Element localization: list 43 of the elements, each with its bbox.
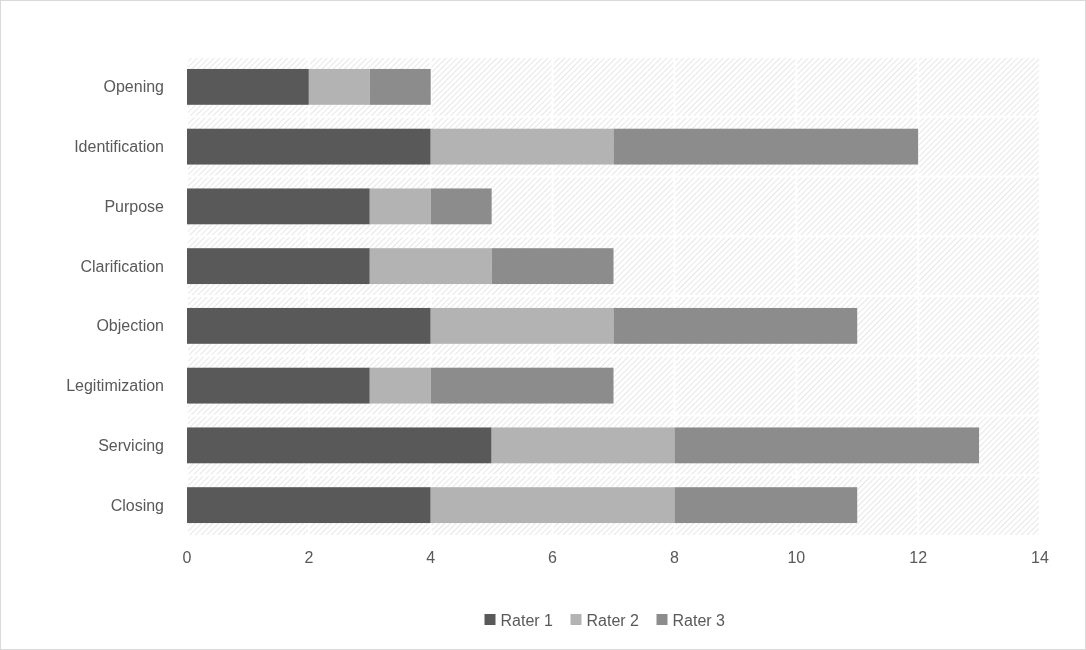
bar — [430, 128, 614, 165]
x-tick-label: 4 — [426, 549, 436, 566]
bar — [369, 188, 431, 225]
y-tick-label: Closing — [110, 496, 164, 514]
y-tick-label: Servicing — [98, 436, 164, 454]
bar — [613, 307, 858, 344]
bar — [430, 307, 614, 344]
bar — [430, 487, 675, 524]
x-tick-label: 14 — [1031, 549, 1049, 566]
bar — [187, 487, 431, 524]
y-tick-label: Legitimization — [66, 377, 164, 395]
y-tick-label: Clarification — [80, 257, 164, 275]
y-tick-label: Objection — [96, 317, 164, 335]
y-tick-label: Opening — [103, 78, 164, 96]
bar — [674, 427, 980, 464]
bar — [369, 367, 431, 404]
bar — [491, 248, 614, 285]
x-tick-label: 8 — [669, 549, 679, 566]
x-tick-label: 2 — [304, 549, 314, 566]
x-tick-label: 12 — [909, 549, 928, 566]
bar — [187, 128, 431, 165]
x-tick-label: 0 — [182, 549, 192, 566]
bar — [308, 68, 370, 105]
bar — [430, 188, 492, 225]
legend-label: Rater 2 — [586, 611, 640, 629]
bar — [369, 68, 431, 105]
bar — [187, 367, 370, 404]
bar — [491, 427, 675, 464]
x-tick-label: 6 — [548, 549, 558, 566]
bar — [187, 188, 370, 225]
bar — [187, 307, 431, 344]
x-tick-label: 10 — [787, 549, 806, 566]
bar — [613, 128, 919, 165]
bar — [674, 487, 858, 524]
y-tick-label: Purpose — [104, 197, 165, 215]
y-tick-label: Identification — [74, 138, 164, 156]
bar — [369, 248, 492, 285]
bar — [430, 367, 614, 404]
legend-label: Rater 3 — [672, 611, 726, 629]
bar — [187, 427, 492, 464]
bar — [187, 68, 309, 105]
legend-label: Rater 1 — [500, 611, 554, 629]
bar — [187, 248, 370, 285]
